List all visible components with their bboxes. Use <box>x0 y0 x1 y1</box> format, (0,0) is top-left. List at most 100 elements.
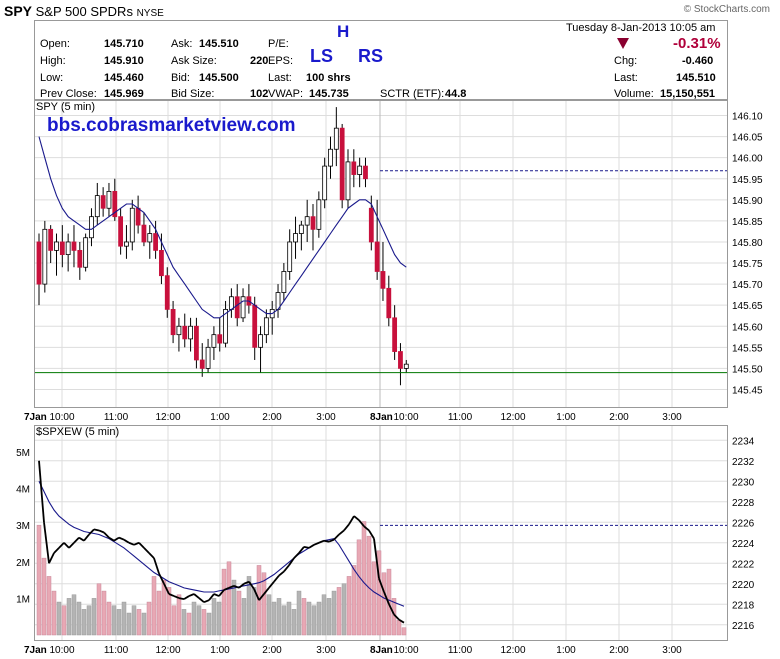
candle-body <box>374 241 380 272</box>
last-price-value: 145.510 <box>676 72 716 84</box>
volume-bar <box>56 601 62 636</box>
indicator-price-segment <box>213 593 220 597</box>
last-size-value: 100 shrs <box>306 72 351 84</box>
indicator-price-segment <box>238 583 245 589</box>
indicator-price-segment <box>73 536 80 544</box>
indicator-price-segment <box>43 522 50 564</box>
volume-bar <box>201 609 207 636</box>
indicator-price-segment <box>223 587 230 591</box>
indicator-price-segment <box>83 533 90 542</box>
indicator-price-segment <box>373 538 380 579</box>
candle-body <box>199 359 205 369</box>
indicator-price-segment <box>303 545 310 549</box>
quote-date: Tuesday 8-Jan-2013 10:05 am <box>566 22 716 34</box>
candle-body <box>164 275 170 310</box>
x-tick-label: 2:00 <box>609 645 629 656</box>
volume-bar <box>161 579 167 636</box>
y-tick-label: 145.45 <box>732 385 763 396</box>
prev-close-value: 145.969 <box>104 88 144 100</box>
indicator-price-segment <box>383 591 390 605</box>
candle-body <box>392 317 398 352</box>
indicator-price-segment <box>283 564 290 573</box>
volume-bar <box>106 601 112 636</box>
volume-bar <box>101 590 107 636</box>
indicator-price-segment <box>328 538 335 543</box>
indicator-price-segment <box>173 595 180 599</box>
candle-body <box>112 190 118 218</box>
candle-body <box>170 308 176 336</box>
prev-close-label: Prev Close: <box>40 88 97 100</box>
candle-body <box>48 228 54 251</box>
indicator-price-segment <box>93 528 100 532</box>
indicator-price-segment <box>343 523 350 532</box>
candle-body <box>368 207 374 243</box>
vwap-label: VWAP: <box>268 88 304 100</box>
candle-body <box>228 296 234 310</box>
volume-bar <box>196 605 202 636</box>
x-tick-label: 3:00 <box>316 645 336 656</box>
volume-bar <box>271 601 277 636</box>
last-price-label: Last: <box>614 72 638 84</box>
volume-bar <box>316 601 322 636</box>
open-value: 145.710 <box>104 38 144 50</box>
candle-body <box>223 308 228 344</box>
indicator-price-segment <box>233 584 240 589</box>
vwap-value: 145.735 <box>309 88 349 100</box>
indicator-price-segment <box>193 593 200 599</box>
candle-body <box>234 296 240 319</box>
indicator-price-segment <box>313 541 320 546</box>
candle-body <box>153 233 159 251</box>
candle-body <box>345 161 351 201</box>
indicator-price-segment <box>293 552 300 559</box>
y-tick-label: 2230 <box>732 477 755 488</box>
indicator-price-segment <box>68 542 75 549</box>
volume-bar <box>121 601 127 636</box>
x-tick-label: 11:00 <box>104 412 129 423</box>
y-tick-label: 145.60 <box>732 322 763 333</box>
volume-bar <box>221 568 227 636</box>
indicator-price-segment <box>363 525 370 532</box>
candle-body <box>94 195 100 218</box>
indicator-price-segment <box>98 529 105 534</box>
x-tick-label: 3:00 <box>662 412 682 423</box>
indicator-price-segment <box>393 613 400 621</box>
indicator-price-segment <box>163 583 170 595</box>
y-tick-label: 2220 <box>732 580 755 591</box>
x-tick-label: 3:00 <box>662 645 682 656</box>
x-tick-label: 1:00 <box>556 645 576 656</box>
candle-body <box>363 165 368 180</box>
indicator-price-segment <box>58 542 65 549</box>
x-tick-label: 12:00 <box>500 645 525 656</box>
candle-body <box>100 195 106 209</box>
candle-body <box>281 271 287 293</box>
left-shoulder-annotation: LS <box>310 46 334 66</box>
indicator-price-segment <box>183 595 190 600</box>
indicator-price-segment <box>118 536 125 541</box>
x-tick-label: 12:00 <box>155 412 180 423</box>
volume-bar <box>366 535 372 636</box>
x-tick-label: 12:00 <box>500 412 525 423</box>
candle-body <box>176 325 182 336</box>
volume-bar <box>251 587 257 636</box>
y-tick-label: 145.95 <box>732 175 763 186</box>
x-tick-label: 8Jan <box>370 412 393 423</box>
candle-body <box>77 249 83 268</box>
indicator-price-segment <box>248 581 255 590</box>
indicator-price-segment <box>208 593 215 601</box>
bid-label: Bid: <box>171 72 190 84</box>
volume-bar <box>131 605 137 636</box>
candle-body <box>298 224 304 234</box>
volume-bar <box>141 612 147 636</box>
indicator-price-segment <box>368 529 375 540</box>
indicator-chart: 2234 2232 2230 2228 2226 2224 2222 2220 2218 2216… <box>16 425 755 656</box>
right-shoulder-annotation: RS <box>358 46 384 66</box>
volume-bar <box>296 590 302 636</box>
candle-body <box>357 165 363 175</box>
y-tick-label: 2224 <box>732 539 755 550</box>
x-tick-label: 2:00 <box>609 412 629 423</box>
volume-bar <box>231 579 237 636</box>
indicator-price-segment <box>138 542 145 549</box>
y-tick-label: 2222 <box>732 559 755 570</box>
volume-bar <box>71 594 77 636</box>
volume-bar <box>146 601 152 636</box>
